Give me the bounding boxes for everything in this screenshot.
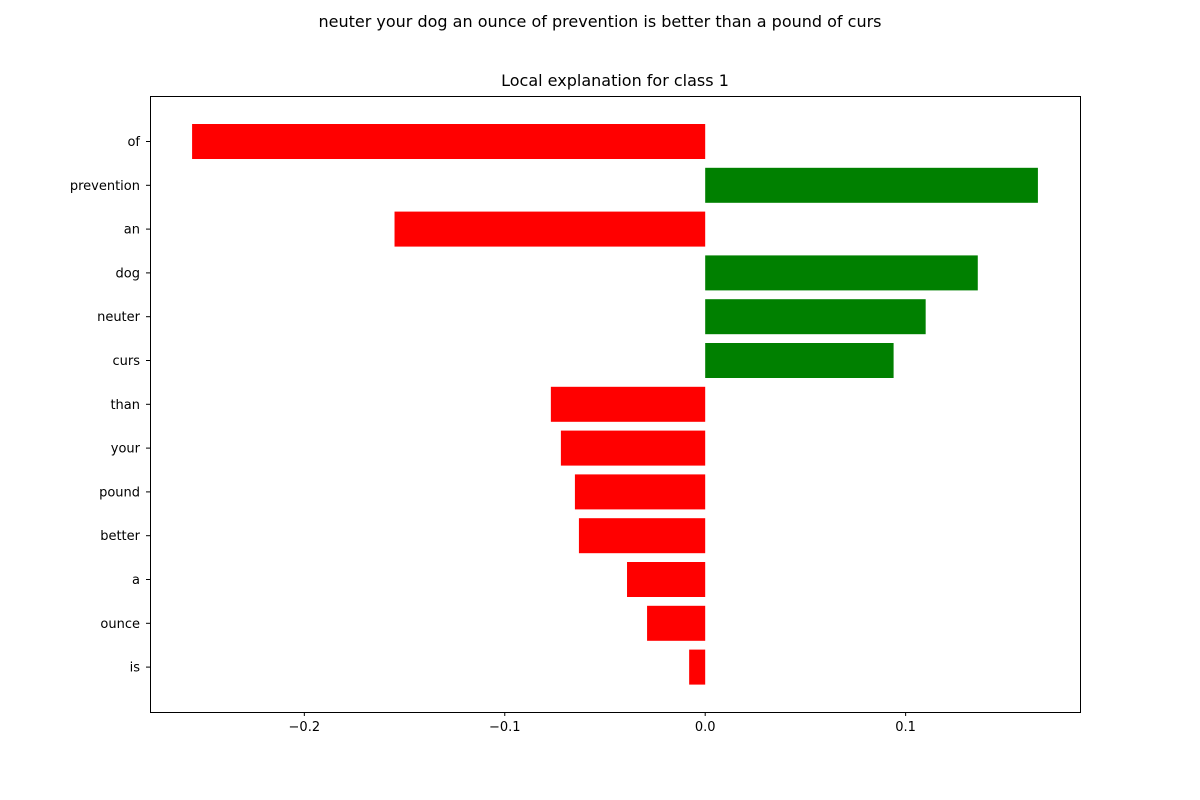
- x-axis-ticks: −0.2 −0.1 0.0 0.1: [289, 712, 916, 735]
- y-tick-label: pound: [99, 485, 140, 500]
- y-tick-label: a: [132, 573, 140, 588]
- y-tick-label: is: [130, 661, 141, 676]
- plot-frame: [150, 96, 1081, 713]
- x-tick-label: −0.2: [289, 720, 321, 735]
- bar-dog: [705, 255, 978, 291]
- bar-than: [550, 386, 706, 422]
- bar-is: [689, 649, 706, 685]
- bar-better: [578, 518, 706, 554]
- x-tick-label: −0.1: [489, 720, 521, 735]
- bar-prevention: [705, 167, 1038, 203]
- bar-ounce: [647, 605, 706, 641]
- y-tick-label: better: [100, 529, 140, 544]
- bar-your: [560, 430, 706, 466]
- y-axis-ticks: of prevention an dog neuter curs than your pound…: [70, 135, 150, 676]
- chart-title: Local explanation for class 1: [501, 71, 729, 90]
- bar-a: [627, 562, 706, 597]
- y-tick-label: ounce: [100, 617, 140, 632]
- bar-pound: [574, 474, 706, 510]
- bar-an: [394, 211, 706, 247]
- bar-curs: [705, 343, 894, 378]
- x-tick-label: 0.1: [895, 720, 916, 735]
- y-tick-label: an: [124, 223, 140, 238]
- y-tick-label: than: [110, 398, 140, 413]
- y-tick-label: of: [127, 135, 140, 150]
- bar-of: [192, 124, 706, 159]
- y-tick-label: your: [111, 442, 141, 457]
- bars-group: [192, 124, 1038, 685]
- y-tick-label: prevention: [70, 179, 140, 194]
- figure-suptitle: neuter your dog an ounce of prevention i…: [318, 12, 882, 31]
- x-tick-label: 0.0: [695, 720, 716, 735]
- y-tick-label: neuter: [97, 310, 141, 325]
- y-tick-label: dog: [116, 266, 140, 281]
- y-tick-label: curs: [112, 354, 140, 369]
- bar-neuter: [705, 299, 926, 335]
